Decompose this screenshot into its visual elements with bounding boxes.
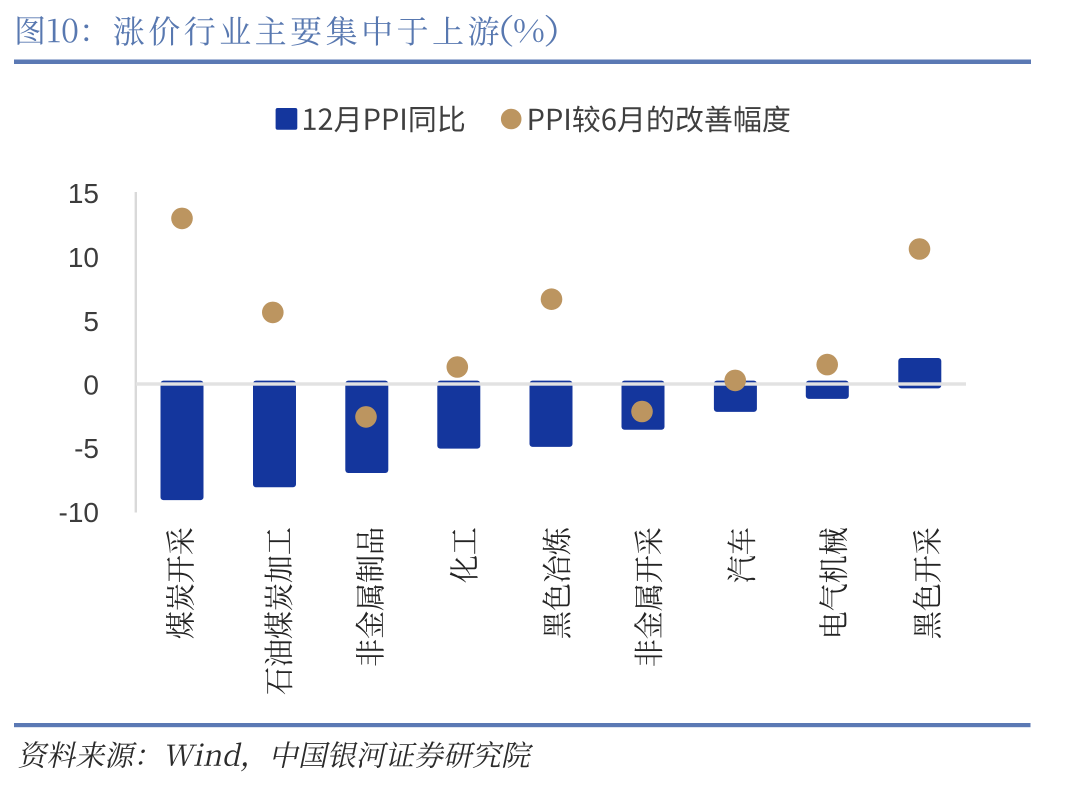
svg-text:5: 5 [83,306,99,337]
svg-text:-10: -10 [59,497,99,528]
svg-text:-5: -5 [74,433,99,464]
svg-text:0: 0 [83,370,99,401]
svg-text:10: 10 [68,242,99,273]
svg-text:15: 15 [68,178,99,209]
